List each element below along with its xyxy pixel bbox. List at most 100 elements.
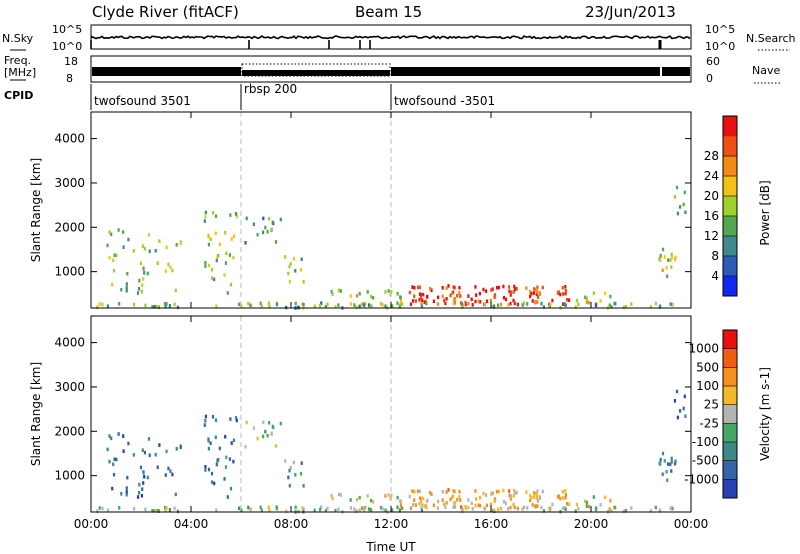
- power-cell: [387, 289, 390, 293]
- power-cell: [585, 296, 588, 301]
- power-cell: [464, 300, 467, 305]
- velocity-cell: [504, 501, 508, 506]
- power-cell: [683, 190, 686, 195]
- freq-band-3: [391, 67, 690, 76]
- power-cell: [535, 292, 538, 297]
- velocity-ylabel: Slant Range [km]: [29, 362, 43, 466]
- velocity-cell: [358, 495, 361, 500]
- velocity-cell: [396, 495, 399, 500]
- power-xticks: [90, 112, 692, 308]
- velocity-cell: [673, 399, 676, 403]
- velocity-cell: [215, 462, 218, 467]
- nsearch-label: N.Search: [746, 32, 796, 45]
- power-cell: [424, 299, 428, 304]
- velocity-cell: [684, 414, 687, 418]
- velocity-cell: [453, 489, 456, 494]
- power-cell: [495, 285, 499, 290]
- velocity-cell: [300, 461, 303, 465]
- power-cell: [270, 227, 273, 232]
- power-cell: [125, 288, 128, 293]
- power-cell: [96, 305, 99, 310]
- velocity-cell: [502, 488, 505, 493]
- power-cell: [112, 268, 116, 273]
- velocity-cell: [398, 507, 401, 511]
- power-cells: [96, 185, 687, 310]
- velocity-cell: [364, 505, 367, 510]
- velocity-cell: [391, 508, 394, 512]
- velocity-cell: [262, 420, 265, 425]
- power-cell: [117, 228, 120, 232]
- power-cell: [441, 294, 444, 298]
- power-cell: [118, 302, 121, 306]
- power-cell: [256, 232, 259, 237]
- velocity-cell: [367, 507, 371, 511]
- velocity-cell: [452, 505, 455, 510]
- power-cell: [670, 265, 673, 269]
- colorbar-swatch: [723, 276, 737, 297]
- power-cell: [143, 246, 146, 251]
- power-cell: [229, 213, 232, 217]
- velocity-cell: [512, 502, 515, 507]
- power-cell: [223, 273, 226, 277]
- power-cell: [669, 302, 672, 306]
- colorbar-tick-label: 28: [704, 149, 719, 163]
- power-cell: [279, 217, 282, 222]
- velocity-cell: [225, 455, 228, 460]
- colorbar-swatch: [723, 136, 737, 157]
- power-cell: [542, 305, 545, 309]
- velocity-cell: [426, 499, 429, 503]
- velocity-cell: [436, 506, 439, 510]
- velocity-cell: [453, 500, 456, 505]
- velocity-cell: [163, 505, 167, 510]
- velocity-cell: [461, 509, 464, 514]
- power-cell: [566, 298, 569, 302]
- power-cell: [421, 298, 424, 303]
- velocity-cell: [211, 415, 215, 419]
- power-cell: [125, 286, 128, 290]
- velocity-cell: [562, 496, 565, 500]
- velocity-cell: [334, 508, 337, 513]
- velocity-cell: [229, 417, 232, 421]
- velocity-cell: [108, 459, 111, 464]
- power-cell: [659, 253, 662, 258]
- velocity-cell: [108, 434, 111, 438]
- power-cell: [493, 295, 496, 299]
- velocity-cells: [96, 389, 687, 514]
- velocity-cell: [429, 490, 432, 495]
- velocity-cell: [294, 505, 297, 510]
- power-cell: [214, 214, 218, 218]
- colorbar-swatch: [723, 116, 737, 137]
- power-cell: [458, 291, 461, 295]
- colorbar-frame: [722, 329, 738, 499]
- power-cell: [670, 256, 673, 260]
- velocity-cell: [165, 506, 168, 510]
- velocity-cell: [204, 419, 207, 423]
- power-cell: [364, 301, 367, 306]
- power-heatmap: 1000 2000 3000 4000 Slant Range [km]: [29, 111, 692, 310]
- power-cell: [268, 217, 271, 221]
- power-cell: [141, 283, 144, 287]
- velocity-colorbar: 1000 500 100 25 -25 -100 -500 -1000: [684, 329, 738, 499]
- velocity-cell: [594, 507, 598, 512]
- power-cell: [675, 185, 679, 190]
- velocity-cell: [441, 498, 444, 502]
- velocity-cell: [138, 491, 141, 495]
- velocity-cell: [474, 489, 477, 493]
- power-cell: [452, 301, 455, 306]
- power-cell: [562, 302, 565, 306]
- power-cell: [453, 301, 456, 305]
- power-cell: [445, 286, 448, 290]
- power-cell: [302, 303, 305, 307]
- power-cell: [559, 292, 562, 297]
- velocity-cell: [207, 467, 211, 472]
- nave-tick-bottom: 0: [706, 72, 713, 85]
- velocity-cell: [115, 457, 118, 462]
- velocity-cell: [369, 498, 373, 503]
- colorbar-swatch: [723, 442, 737, 461]
- velocity-cell: [670, 456, 673, 461]
- power-cell: [337, 288, 340, 293]
- colorbar-tick-label: -25: [699, 416, 719, 430]
- velocity-cell: [551, 502, 554, 507]
- colorbar-swatch: [723, 236, 737, 257]
- velocity-cell: [419, 499, 423, 503]
